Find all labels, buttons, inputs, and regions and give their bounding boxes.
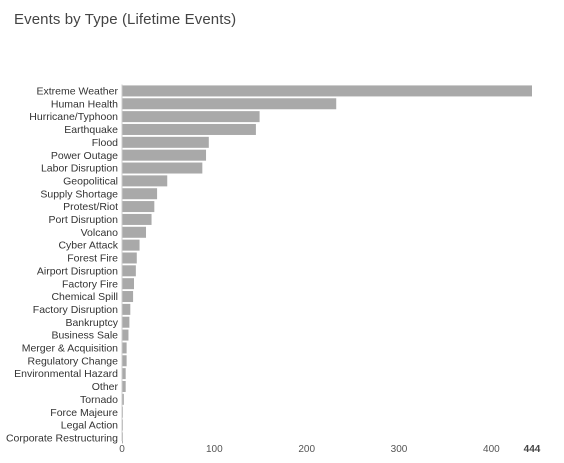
category-label-17: Factory Disruption (33, 304, 118, 316)
category-label-13: Forest Fire (67, 253, 118, 265)
bar-0[interactable] (122, 85, 532, 97)
bar-14[interactable] (122, 265, 136, 277)
bar-11[interactable] (122, 226, 147, 238)
bar-4[interactable] (122, 136, 209, 148)
x-tick-label-0: 0 (119, 444, 125, 455)
chart-title: Events by Type (Lifetime Events) (14, 11, 237, 28)
bar-23[interactable] (122, 380, 126, 392)
bar-1[interactable] (122, 98, 337, 110)
category-label-16: Chemical Spill (51, 291, 118, 303)
bar-2[interactable] (122, 111, 260, 123)
category-label-12: Cyber Attack (58, 240, 118, 252)
category-label-19: Business Sale (51, 330, 118, 342)
category-label-4: Flood (92, 137, 118, 149)
category-label-10: Port Disruption (49, 214, 119, 226)
x-tick-label-2: 200 (298, 444, 315, 455)
bar-19[interactable] (122, 329, 129, 341)
category-label-20: Merger & Acquisition (22, 343, 118, 355)
category-label-22: Environmental Hazard (14, 368, 118, 380)
x-tick-label-1: 100 (206, 444, 223, 455)
category-label-7: Geopolitical (63, 175, 118, 187)
bar-22[interactable] (122, 368, 126, 380)
category-label-15: Factory Fire (62, 278, 118, 290)
x-tick-label-4: 400 (483, 444, 500, 455)
bar-21[interactable] (122, 355, 127, 367)
bar-18[interactable] (122, 316, 130, 328)
category-label-1: Human Health (51, 98, 118, 110)
category-label-21: Regulatory Change (28, 355, 119, 367)
bar-8[interactable] (122, 188, 158, 200)
category-label-24: Tornado (80, 394, 118, 406)
category-label-23: Other (92, 381, 119, 393)
bar-7[interactable] (122, 175, 168, 187)
bar-20[interactable] (122, 342, 127, 354)
category-label-5: Power Outage (51, 150, 118, 162)
bar-10[interactable] (122, 213, 152, 225)
category-label-26: Legal Action (61, 420, 118, 432)
category-label-3: Earthquake (64, 124, 118, 136)
bar-9[interactable] (122, 201, 155, 213)
category-label-27: Corporate Restructuring (6, 432, 118, 444)
bar-12[interactable] (122, 239, 140, 251)
x-tick-label-3: 300 (391, 444, 408, 455)
bar-24[interactable] (122, 393, 124, 405)
category-label-0: Extreme Weather (36, 86, 118, 98)
x-tick-label-5: 444 (524, 444, 541, 455)
category-label-2: Hurricane/Typhoon (29, 111, 118, 123)
bar-13[interactable] (122, 252, 137, 264)
category-label-14: Airport Disruption (37, 265, 118, 277)
bar-3[interactable] (122, 123, 256, 135)
category-label-18: Bankruptcy (65, 317, 118, 329)
bar-5[interactable] (122, 149, 207, 161)
bar-16[interactable] (122, 291, 134, 303)
category-label-9: Protest/Riot (63, 201, 118, 213)
bar-6[interactable] (122, 162, 203, 174)
category-label-25: Force Majeure (50, 407, 118, 419)
bar-15[interactable] (122, 278, 134, 290)
category-label-6: Labor Disruption (41, 163, 118, 175)
category-label-11: Volcano (81, 227, 119, 239)
category-label-8: Supply Shortage (40, 188, 118, 200)
bar-17[interactable] (122, 303, 131, 315)
